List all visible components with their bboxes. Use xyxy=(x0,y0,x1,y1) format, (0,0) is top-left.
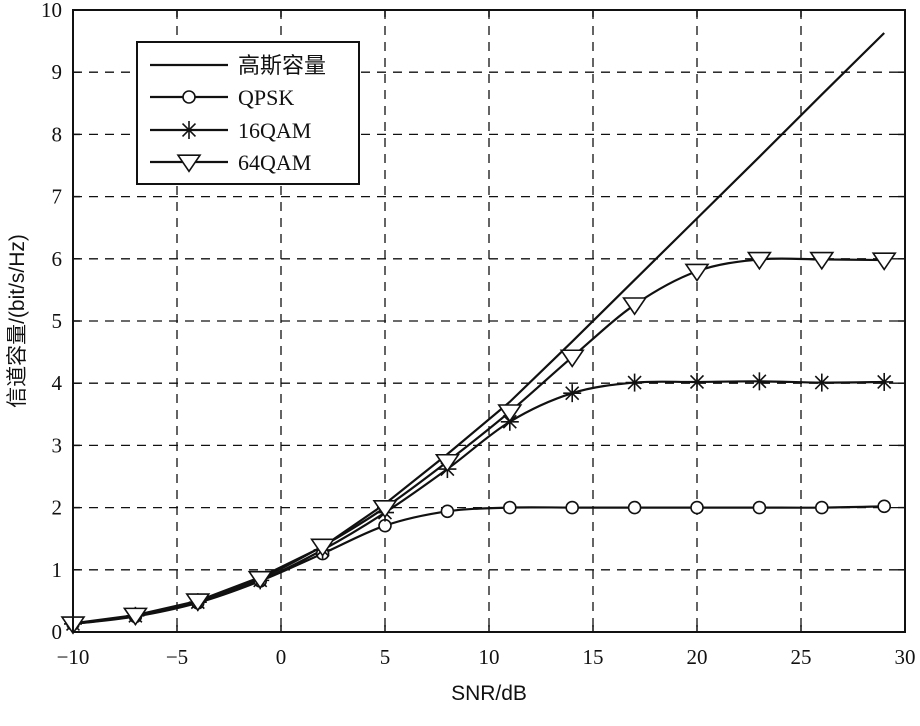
legend-marker-star xyxy=(180,121,198,139)
data-point-circle xyxy=(752,500,767,515)
data-point-triangle-down xyxy=(622,297,648,316)
data-point-circle xyxy=(440,504,455,519)
data-point-star xyxy=(625,373,644,392)
x-tick-label: 20 xyxy=(687,645,708,669)
data-point-circle xyxy=(627,500,642,515)
y-tick-label: 4 xyxy=(52,371,63,395)
y-axis-label: 信道容量/(bit/s/Hz) xyxy=(6,234,29,408)
data-point-circle xyxy=(814,500,829,515)
data-point-triangle-down xyxy=(497,404,523,423)
data-point-circle xyxy=(877,499,892,514)
data-point-triangle-down xyxy=(247,570,273,590)
data-point-triangle-down xyxy=(310,538,336,557)
legend: 高斯容量 QPSK 16QAM 64QAM xyxy=(136,41,360,185)
series-line-3 xyxy=(72,257,885,625)
y-tick-label: 6 xyxy=(52,247,63,271)
y-tick-label: 8 xyxy=(52,122,63,146)
data-point-triangle-down xyxy=(372,499,398,519)
data-point-circle xyxy=(565,500,580,515)
y-axis-ticks: 0 1 2 3 4 5 6 7 8 9 10 xyxy=(41,0,905,644)
x-tick-label: −10 xyxy=(57,645,90,669)
x-tick-label: 5 xyxy=(380,645,391,669)
data-point-triangle-down xyxy=(809,251,835,271)
data-point-star xyxy=(875,372,894,391)
x-tick-label: 0 xyxy=(276,645,287,669)
y-tick-label: 0 xyxy=(52,620,63,644)
legend-label-1: QPSK xyxy=(238,85,294,110)
y-tick-label: 9 xyxy=(52,60,63,84)
y-tick-label: 1 xyxy=(52,558,63,582)
data-point-triangle-down xyxy=(185,593,211,612)
x-tick-label: 30 xyxy=(895,645,916,669)
y-tick-label: 7 xyxy=(52,185,63,209)
x-axis-label: SNR/dB xyxy=(451,682,527,705)
y-tick-label: 3 xyxy=(52,433,63,457)
data-point-triangle-down xyxy=(871,252,897,271)
legend-label-2: 16QAM xyxy=(238,118,311,143)
y-tick-label: 5 xyxy=(52,309,63,333)
data-point-triangle-down xyxy=(746,251,772,271)
y-tick-label: 2 xyxy=(52,496,63,520)
series-markers xyxy=(60,251,897,635)
legend-marker-triangle-down xyxy=(176,154,202,173)
data-point-triangle-down xyxy=(122,607,148,626)
x-tick-label: 15 xyxy=(583,645,604,669)
legend-label-3: 64QAM xyxy=(238,150,311,175)
series-line-2 xyxy=(72,380,885,626)
data-point-triangle-down xyxy=(434,453,460,473)
data-point-star xyxy=(750,372,769,391)
x-tick-label: −5 xyxy=(166,645,188,669)
series-lines xyxy=(72,32,885,626)
data-point-triangle-down xyxy=(684,263,710,283)
x-axis-ticks: −10 −5 0 5 10 15 20 25 30 xyxy=(57,10,916,669)
data-point-star xyxy=(688,372,706,391)
legend-marker-circle xyxy=(182,90,196,104)
data-point-triangle-down xyxy=(559,349,585,368)
data-point-star xyxy=(812,373,831,392)
data-point-circle xyxy=(690,500,704,515)
x-tick-label: 10 xyxy=(479,645,500,669)
x-tick-label: 25 xyxy=(791,645,812,669)
data-point-star xyxy=(563,384,582,403)
legend-label-0: 高斯容量 xyxy=(238,53,326,78)
y-tick-label: 10 xyxy=(41,0,62,22)
data-point-circle xyxy=(502,500,517,515)
